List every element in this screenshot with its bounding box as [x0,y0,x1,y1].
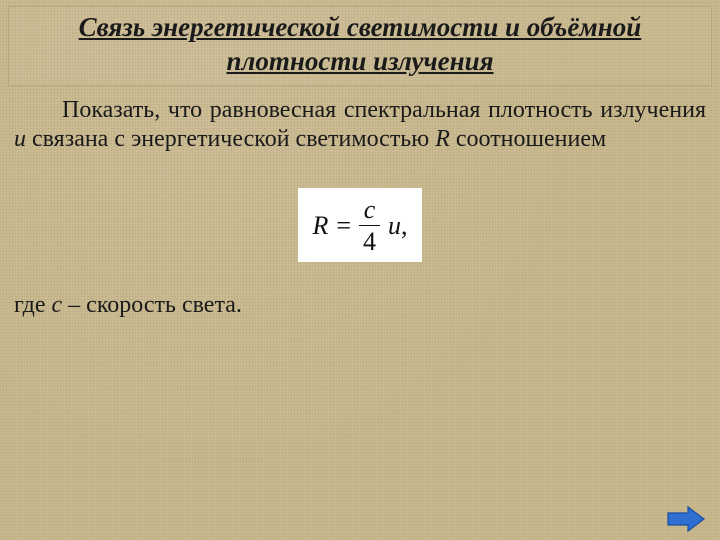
formula-eq: = [336,211,351,241]
slide-title: Связь энергетической светимости и объёмн… [19,11,701,79]
footnote: где c – скорость света. [14,292,706,319]
para-tail: соотношением [450,126,606,152]
var-u: u [14,126,26,152]
formula: R = c 4 u, [298,188,421,262]
fraction-bar [359,225,380,226]
para-lead: Показать, что равновесная спектральная п… [62,97,706,123]
formula-rhs: u, [388,211,408,241]
formula-lhs: R [312,211,328,241]
footnote-post: – скорость света. [62,292,242,318]
problem-statement: Показать, что равновесная спектральная п… [14,96,706,155]
next-slide-button[interactable] [666,504,706,534]
formula-den: 4 [359,228,380,255]
formula-fraction: c 4 [359,196,380,256]
arrow-right-icon [666,504,706,534]
formula-container: R = c 4 u, [14,188,706,262]
var-c: c [52,292,63,318]
footnote-pre: где [14,292,52,318]
formula-num: c [360,196,380,223]
var-R: R [435,126,450,152]
slide-body: Показать, что равновесная спектральная п… [14,96,706,319]
formula-trail: , [401,211,408,240]
formula-rhs-var: u [388,211,401,240]
slide-title-box: Связь энергетической светимости и объёмн… [8,6,712,86]
para-mid: связана с энергетической светимостью [26,126,435,152]
arrow-shape [668,507,704,531]
